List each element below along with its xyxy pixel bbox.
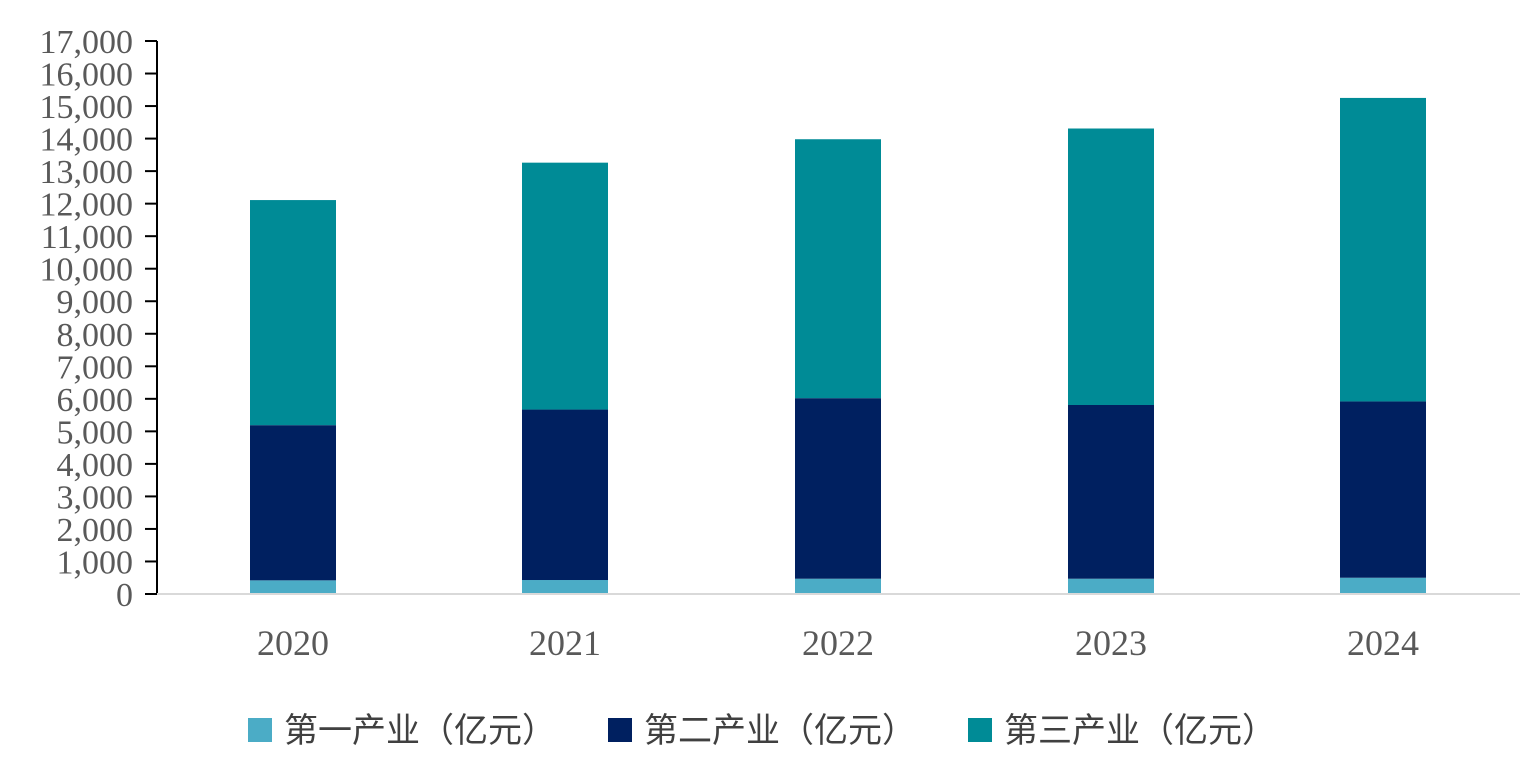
x-category-label: 2020: [257, 623, 329, 663]
x-axis: 2020 2021 2022 2023 2024: [157, 593, 1520, 663]
y-tick-label: 14,000: [40, 122, 134, 159]
bar-2024-series-2: [1340, 401, 1426, 578]
x-category-label: 2021: [529, 623, 601, 663]
bar-2022-series-2: [795, 398, 881, 579]
y-tick-label: 11,000: [41, 219, 133, 256]
bar-2024-series-1: [1340, 577, 1426, 594]
y-tick-label: 12,000: [40, 187, 134, 224]
bar-2023-series-2: [1068, 405, 1154, 579]
bar-2022-series-1: [795, 578, 881, 594]
y-tick-label: 16,000: [40, 57, 134, 94]
x-category-label: 2024: [1347, 623, 1419, 663]
legend-label: 第二产业（亿元）: [644, 711, 916, 751]
legend-label: 第一产业（亿元）: [284, 711, 556, 751]
y-tick-label: 3,000: [57, 479, 134, 516]
y-tick-label: 8,000: [57, 317, 134, 354]
y-tick-label: 17,000: [40, 24, 134, 61]
bar-2024-series-3: [1340, 97, 1426, 402]
legend-swatch: [248, 718, 272, 742]
y-tick-label: 4,000: [57, 447, 134, 484]
y-tick-label: 15,000: [40, 89, 134, 126]
x-category-label: 2023: [1075, 623, 1147, 663]
legend-label: 第三产业（亿元）: [1004, 711, 1276, 751]
legend: 第一产业（亿元） 第二产业（亿元） 第三产业（亿元）: [248, 711, 1276, 751]
y-axis: 01,0002,0003,0004,0005,0006,0007,0008,00…: [40, 24, 158, 614]
bar-2021-series-1: [522, 580, 608, 594]
bar-2021-series-3: [522, 162, 608, 410]
bar-2020-series-3: [250, 200, 336, 426]
bar-2023-series-3: [1068, 128, 1154, 406]
bar-2020-series-1: [250, 580, 336, 594]
y-tick-label: 10,000: [40, 252, 134, 289]
y-tick-label: 13,000: [40, 154, 134, 191]
legend-swatch: [608, 718, 632, 742]
bar-2020-series-2: [250, 425, 336, 581]
y-tick-label: 7,000: [57, 349, 134, 386]
y-tick-label: 6,000: [57, 382, 134, 419]
bar-2021-series-2: [522, 409, 608, 581]
y-tick-label: 9,000: [57, 284, 134, 321]
y-tick-label: 5,000: [57, 414, 134, 451]
bar-2023-series-1: [1068, 578, 1154, 594]
y-tick-label: 0: [116, 577, 133, 614]
y-tick-label: 2,000: [57, 512, 134, 549]
y-tick-label: 1,000: [57, 544, 134, 581]
x-category-label: 2022: [802, 623, 874, 663]
legend-swatch: [968, 718, 992, 742]
bar-2022-series-3: [795, 139, 881, 399]
bars: [250, 97, 1426, 594]
